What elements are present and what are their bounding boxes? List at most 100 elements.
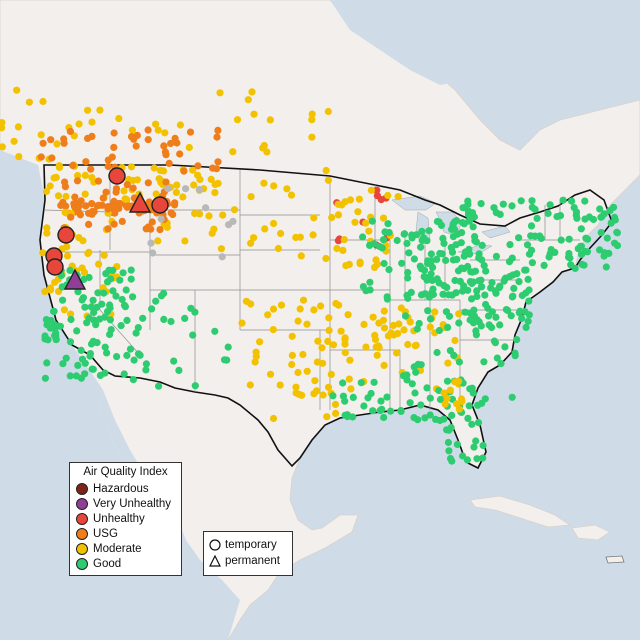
legend-item-unhealthy: Unhealthy [76,512,145,526]
station-marker [288,351,296,359]
station-marker [463,456,471,464]
station-marker [96,106,104,114]
station-marker [122,286,130,294]
station-marker [154,126,162,134]
station-marker [94,177,102,185]
station-marker [115,114,123,123]
station-marker [611,213,619,221]
station-marker [445,426,453,434]
station-marker [377,397,385,405]
station-marker [466,316,474,324]
station-marker [238,319,246,327]
station-marker [161,129,169,137]
station-marker [341,336,349,344]
station-marker [607,219,615,227]
station-marker [120,370,128,378]
station-marker [513,336,521,344]
station-marker [233,116,242,124]
station-marker [371,331,379,339]
station-marker [610,203,618,211]
station-marker [423,384,431,392]
station-marker [478,241,486,249]
station-marker [176,121,184,129]
station-marker [186,128,195,136]
station-marker [191,209,199,218]
station-marker [134,324,142,332]
station-marker [455,377,463,385]
station-marker [473,287,481,295]
station-marker [152,120,160,128]
legend-item-permanent: permanent [209,554,280,568]
station-marker [66,338,75,346]
station-marker [527,222,536,230]
station-marker [69,161,77,170]
legend-item-temporary: temporary [209,538,277,552]
station-marker [403,239,411,247]
station-marker [142,360,150,368]
station-marker [219,211,227,219]
station-marker [74,172,82,180]
station-marker [88,210,96,218]
station-marker [310,306,318,314]
station-marker [124,202,132,210]
station-marker [210,225,218,233]
station-marker [453,440,461,448]
station-marker [194,171,202,179]
station-marker [426,411,434,419]
legend-item-label: Moderate [93,543,142,555]
station-marker [37,153,45,161]
station-marker [471,233,479,241]
station-marker [441,400,449,408]
station-marker [96,315,104,323]
station-marker [465,217,473,225]
station-marker [400,230,408,238]
station-marker [58,283,66,291]
station-marker [383,295,391,303]
station-marker [477,276,485,284]
station-marker [171,134,179,142]
legend-item-label: Good [93,558,122,570]
station-marker [37,131,45,139]
station-marker [176,150,184,158]
station-marker [148,305,156,313]
station-marker [308,116,316,124]
station-marker [112,292,120,300]
station-marker [480,262,488,270]
station-marker [72,372,80,380]
station-marker [389,321,397,330]
station-marker [152,297,160,305]
station-marker [144,179,152,187]
station-marker [71,193,79,201]
station-marker [163,223,171,231]
puerto-rico [605,555,625,564]
station-marker [79,294,87,302]
station-marker [479,441,487,450]
legend-item-hazardous: Hazardous [76,482,149,496]
station-marker [356,260,364,268]
temporary-station-marker [46,258,64,276]
station-marker [148,218,156,226]
station-marker [252,348,260,356]
station-marker [472,437,480,445]
station-marker [41,288,49,296]
station-marker [404,274,412,282]
station-marker [103,307,112,316]
station-marker [397,406,405,415]
station-marker [323,413,331,421]
station-marker [292,389,300,397]
station-marker [380,361,388,369]
station-marker [87,165,95,173]
station-marker [46,284,55,292]
station-marker [53,322,61,330]
station-marker [147,239,155,247]
station-marker [424,307,432,315]
station-marker [297,252,305,260]
station-marker [400,326,408,334]
station-marker [596,205,604,213]
station-marker [359,233,367,241]
station-marker [347,385,355,393]
station-marker [123,316,131,324]
station-marker [445,312,454,320]
station-marker [449,256,457,264]
station-marker [420,234,428,242]
